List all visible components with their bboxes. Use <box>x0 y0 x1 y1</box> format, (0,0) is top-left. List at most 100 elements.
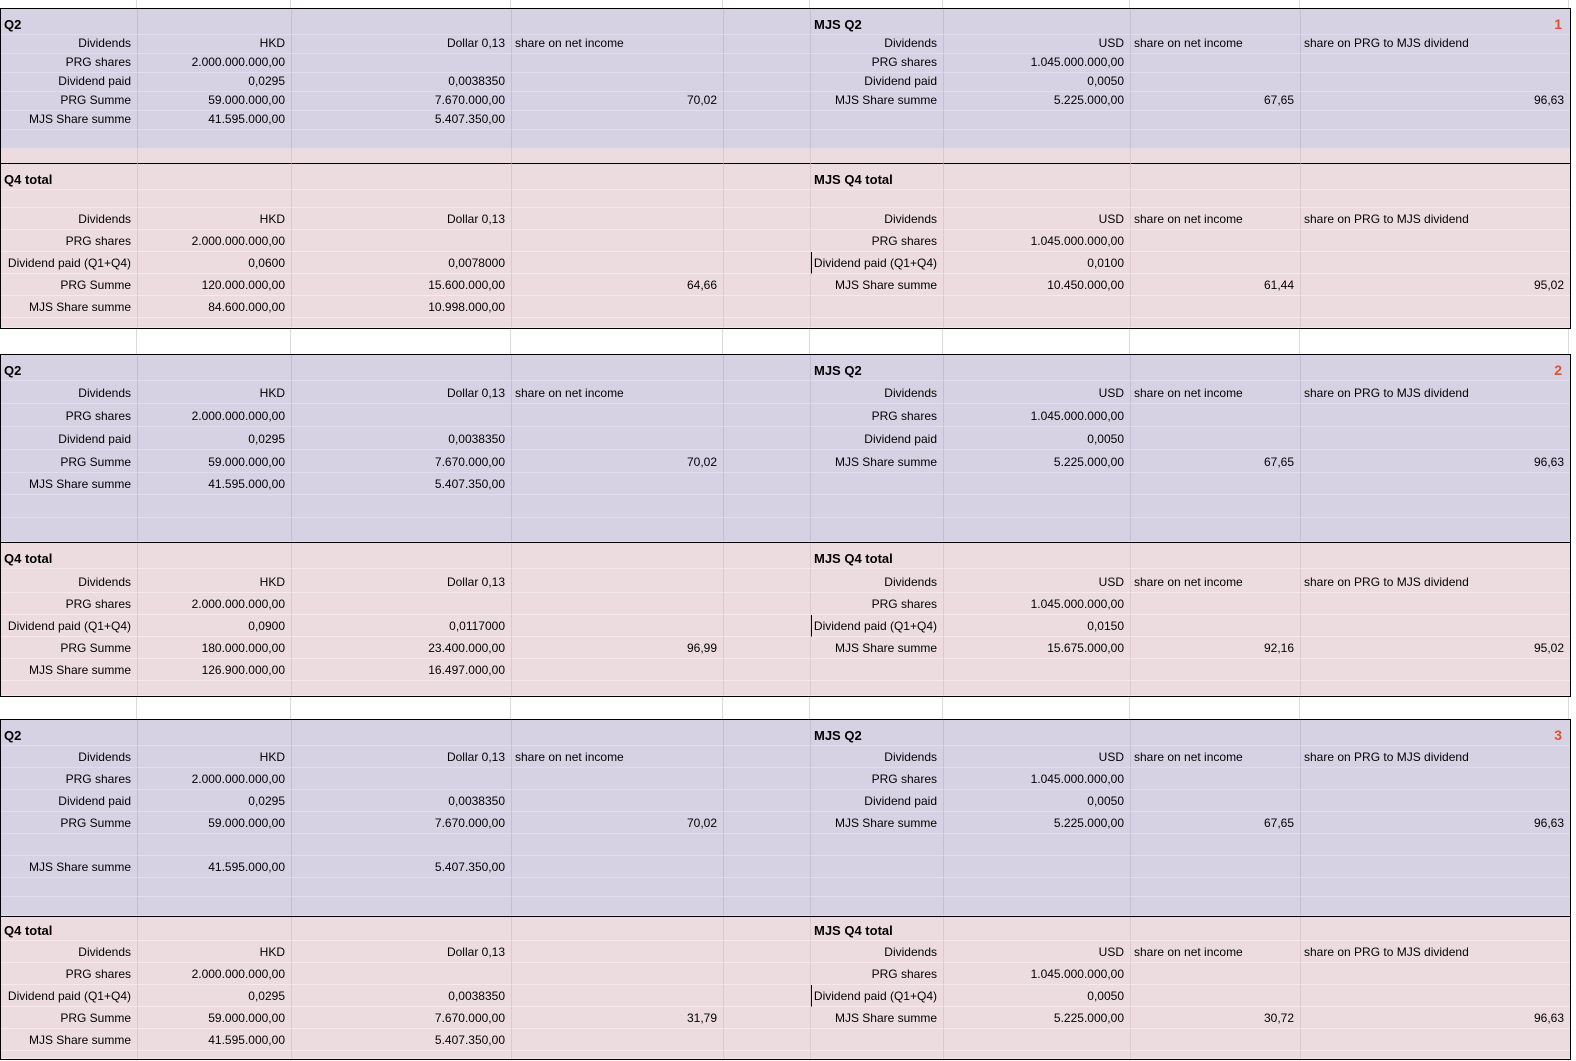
dividend-paid-cell[interactable]: 0,0117000 <box>292 615 512 637</box>
dividends-header-cell[interactable]: share on PRG to MJS dividend <box>1301 35 1570 54</box>
cell[interactable] <box>1131 230 1301 252</box>
cell[interactable] <box>724 681 811 696</box>
dividends-header-cell[interactable]: share on net income <box>1131 381 1301 404</box>
cell[interactable] <box>724 355 811 381</box>
cell[interactable] <box>811 834 944 856</box>
dividends-header-cell[interactable]: share on net income <box>512 381 724 404</box>
cell[interactable] <box>1301 543 1570 569</box>
summe-cell[interactable]: 5.225.000,00 <box>944 812 1131 834</box>
cell[interactable] <box>512 230 724 252</box>
cell[interactable] <box>1131 252 1301 274</box>
dividends-header-cell[interactable]: HKD <box>138 941 292 963</box>
cell[interactable] <box>1131 427 1301 450</box>
cell[interactable] <box>1131 856 1301 878</box>
cell[interactable] <box>138 917 292 941</box>
cell[interactable] <box>724 615 811 637</box>
summe-cell[interactable]: 96,99 <box>512 637 724 659</box>
prg-shares-cell[interactable]: 1.045.000.000,00 <box>944 768 1131 790</box>
dividends-header-cell[interactable]: share on net income <box>1131 35 1301 54</box>
cell[interactable] <box>138 318 292 328</box>
cell[interactable] <box>811 111 944 130</box>
summe-cell[interactable]: 15.675.000,00 <box>944 637 1131 659</box>
cell[interactable] <box>292 543 512 569</box>
cell[interactable] <box>138 355 292 381</box>
dividends-header-cell[interactable]: share on PRG to MJS dividend <box>1301 381 1570 404</box>
cell[interactable] <box>292 681 512 696</box>
dividends-header-cell[interactable]: share on PRG to MJS dividend <box>1301 208 1570 230</box>
dividend-paid-cell[interactable]: Dividend paid (Q1+Q4) <box>1 252 138 274</box>
dividends-header-cell[interactable]: share on net income <box>1131 941 1301 963</box>
cell[interactable] <box>811 518 944 542</box>
cell[interactable] <box>1131 681 1301 696</box>
summe-cell[interactable]: MJS Share summe <box>811 1007 944 1029</box>
mjs-share-summe-cell[interactable]: 5.407.350,00 <box>292 856 512 878</box>
dividends-header-cell[interactable]: HKD <box>138 208 292 230</box>
prg-shares-cell[interactable]: PRG shares <box>1 230 138 252</box>
cell[interactable] <box>724 659 811 681</box>
q2-title[interactable]: Q2 <box>1 9 138 35</box>
cell[interactable] <box>724 856 811 878</box>
cell[interactable] <box>1131 164 1301 190</box>
cell[interactable] <box>138 897 292 916</box>
cell[interactable] <box>1 1051 138 1059</box>
dividends-header-cell[interactable]: Dividends <box>811 35 944 54</box>
summe-cell[interactable]: PRG Summe <box>1 274 138 296</box>
cell[interactable] <box>724 450 811 473</box>
summe-cell[interactable]: 96,63 <box>1301 1007 1570 1029</box>
prg-shares-cell[interactable]: 1.045.000.000,00 <box>944 404 1131 427</box>
cell[interactable] <box>292 963 512 985</box>
dividend-paid-cell[interactable]: 0,0295 <box>138 985 292 1007</box>
cell[interactable] <box>1301 404 1570 427</box>
cell[interactable] <box>944 190 1131 208</box>
cell[interactable] <box>724 1051 811 1059</box>
section-number[interactable]: 1 <box>1301 9 1570 35</box>
cell[interactable] <box>1 318 138 328</box>
cell[interactable] <box>512 190 724 208</box>
cell[interactable] <box>1131 615 1301 637</box>
mjs-share-summe-cell[interactable]: 41.595.000,00 <box>138 1029 292 1051</box>
dividend-paid-cell[interactable]: Dividend paid (Q1+Q4) <box>811 252 944 274</box>
cell[interactable] <box>724 92 811 111</box>
cell[interactable] <box>1131 720 1301 746</box>
dividend-paid-cell[interactable]: 0,0050 <box>944 790 1131 812</box>
dividends-header-cell[interactable]: share on net income <box>1131 569 1301 593</box>
cell[interactable] <box>1301 615 1570 637</box>
cell[interactable] <box>724 404 811 427</box>
cell[interactable] <box>944 518 1131 542</box>
summe-cell[interactable]: 70,02 <box>512 812 724 834</box>
dividends-header-cell[interactable]: share on PRG to MJS dividend <box>1301 569 1570 593</box>
mjs-share-summe-cell[interactable]: 5.407.350,00 <box>292 473 512 495</box>
dividends-header-cell[interactable]: USD <box>944 35 1131 54</box>
cell[interactable] <box>1301 230 1570 252</box>
cell[interactable] <box>1131 897 1301 916</box>
mjs-q2-title[interactable]: MJS Q2 <box>811 9 944 35</box>
dividend-paid-cell[interactable]: Dividend paid <box>811 427 944 450</box>
mjs-share-summe-cell[interactable]: MJS Share summe <box>1 1029 138 1051</box>
cell[interactable] <box>1131 149 1301 164</box>
cell[interactable] <box>138 130 292 149</box>
cell[interactable] <box>944 1029 1131 1051</box>
cell[interactable] <box>292 130 512 149</box>
mjs-share-summe-cell[interactable]: MJS Share summe <box>1 296 138 318</box>
cell[interactable] <box>512 518 724 542</box>
cell[interactable] <box>724 9 811 35</box>
summe-cell[interactable]: MJS Share summe <box>811 450 944 473</box>
cell[interactable] <box>1 897 138 916</box>
dividend-paid-cell[interactable]: 0,0050 <box>944 427 1131 450</box>
dividend-paid-cell[interactable]: 0,0050 <box>944 73 1131 92</box>
cell[interactable] <box>724 897 811 916</box>
cell[interactable] <box>1131 9 1301 35</box>
cell[interactable] <box>292 518 512 542</box>
prg-shares-cell[interactable]: PRG shares <box>811 963 944 985</box>
cell[interactable] <box>724 495 811 518</box>
q4-title[interactable]: Q4 total <box>1 543 138 569</box>
cell[interactable] <box>292 355 512 381</box>
dividends-header-cell[interactable]: Dividends <box>1 746 138 768</box>
summe-cell[interactable]: 95,02 <box>1301 274 1570 296</box>
dividend-paid-cell[interactable]: 0,0295 <box>138 427 292 450</box>
mjs-share-summe-cell[interactable]: MJS Share summe <box>1 856 138 878</box>
cell[interactable] <box>1131 130 1301 149</box>
cell[interactable] <box>512 593 724 615</box>
cell[interactable] <box>1131 473 1301 495</box>
cell[interactable] <box>512 164 724 190</box>
